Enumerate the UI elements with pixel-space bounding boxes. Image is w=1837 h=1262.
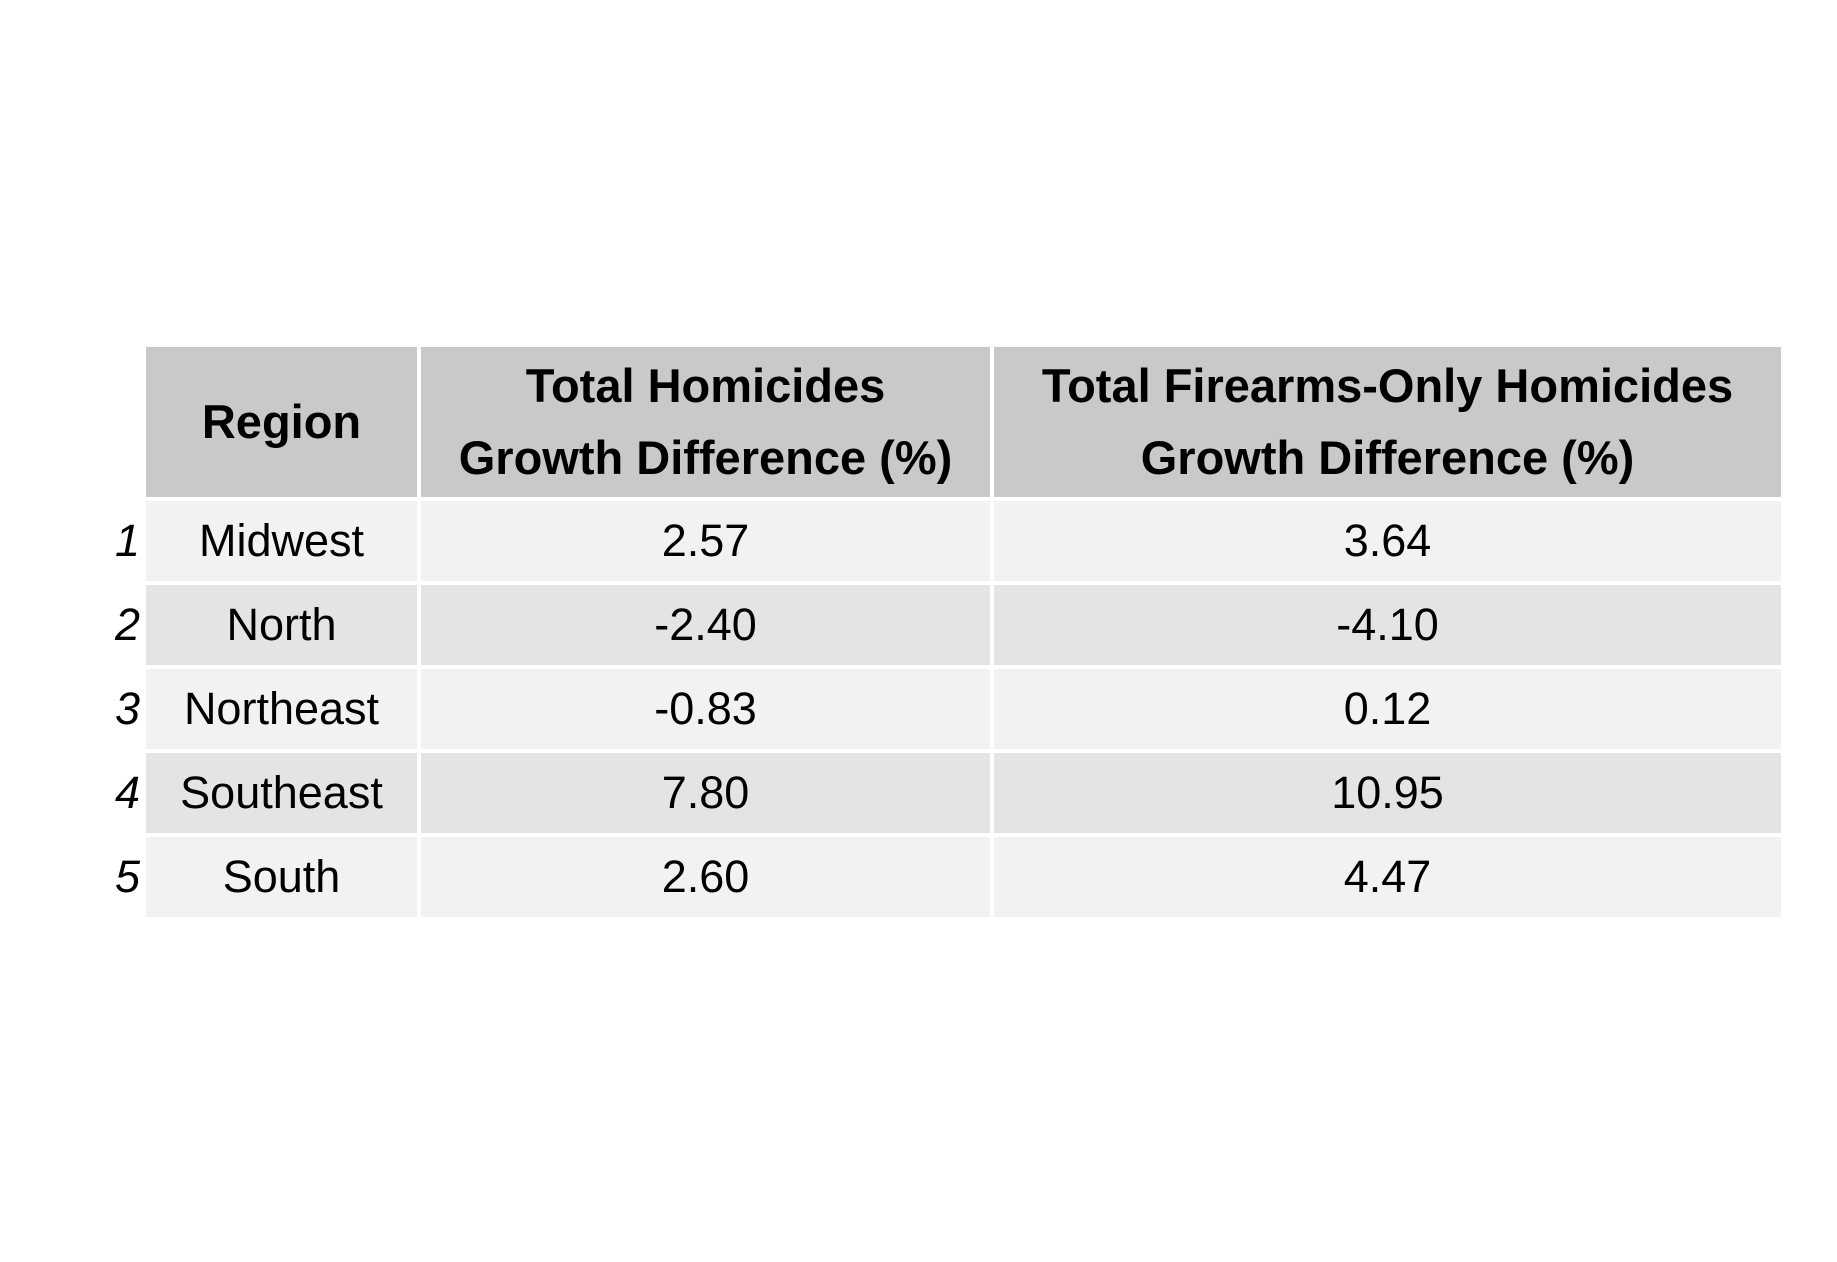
column-header-firearms-line-1: Total Firearms-Only Homicides: [1041, 359, 1734, 412]
total-homicides-cell: -2.40: [421, 585, 990, 665]
region-cell: Northeast: [146, 669, 417, 749]
row-index: 5: [114, 851, 140, 902]
region-cell: Southeast: [146, 753, 417, 833]
total-homicides-cell: 7.80: [421, 753, 990, 833]
growth-difference-table: Region Total Homicides Growth Difference…: [96, 343, 1785, 921]
total-homicides-cell: -0.83: [421, 669, 990, 749]
firearms-homicides-cell: 10.95: [994, 753, 1781, 833]
table-row: 3 Northeast -0.83 0.12: [100, 669, 1781, 749]
column-header-total-line-2: Growth Difference (%): [458, 431, 953, 484]
column-header-region: Region: [146, 347, 417, 497]
firearms-homicides-cell: 0.12: [994, 669, 1781, 749]
column-header-firearms-homicides: Total Firearms-Only Homicides Growth Dif…: [994, 347, 1781, 497]
data-table-container: Region Total Homicides Growth Difference…: [96, 343, 1785, 921]
total-homicides-cell: 2.60: [421, 837, 990, 917]
column-header-total-homicides: Total Homicides Growth Difference (%): [421, 347, 990, 497]
row-index: 2: [114, 599, 140, 650]
table-row: 4 Southeast 7.80 10.95: [100, 753, 1781, 833]
region-cell: Midwest: [146, 501, 417, 581]
total-homicides-cell: 2.57: [421, 501, 990, 581]
index-header: [100, 347, 142, 497]
row-index: 3: [114, 683, 140, 734]
table-row: 1 Midwest 2.57 3.64: [100, 501, 1781, 581]
column-header-firearms-line-2: Growth Difference (%): [1140, 431, 1635, 484]
table-row: 2 North -2.40 -4.10: [100, 585, 1781, 665]
row-index: 4: [114, 767, 140, 818]
header-row: Region Total Homicides Growth Difference…: [100, 347, 1781, 497]
firearms-homicides-cell: 3.64: [994, 501, 1781, 581]
column-header-total-line-1: Total Homicides: [525, 359, 886, 412]
row-index: 1: [114, 515, 140, 566]
firearms-homicides-cell: -4.10: [994, 585, 1781, 665]
firearms-homicides-cell: 4.47: [994, 837, 1781, 917]
column-header-region-line-1: Region: [201, 395, 362, 448]
region-cell: South: [146, 837, 417, 917]
region-cell: North: [146, 585, 417, 665]
table-row: 5 South 2.60 4.47: [100, 837, 1781, 917]
